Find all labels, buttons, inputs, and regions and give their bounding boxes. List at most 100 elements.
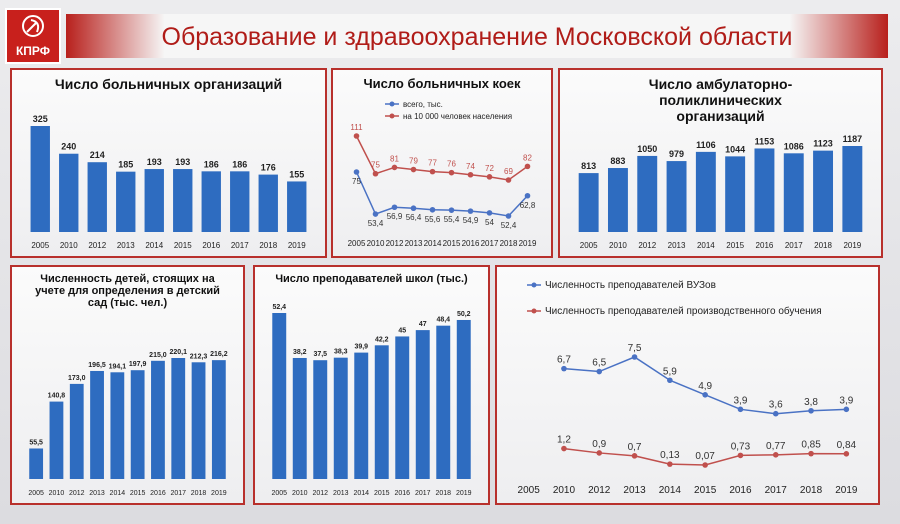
data-label: 47 — [419, 321, 427, 328]
data-label: 1106 — [696, 140, 716, 150]
data-label: 197,9 — [129, 361, 147, 368]
point — [631, 354, 638, 360]
data-label: 0,13 — [660, 450, 680, 461]
x-tick-label: 2016 — [756, 241, 774, 250]
data-label: 220,1 — [169, 349, 187, 356]
data-label: 0,77 — [766, 441, 786, 452]
bar — [211, 360, 226, 479]
bar — [578, 173, 599, 232]
point — [667, 377, 673, 384]
data-label: 54,9 — [463, 216, 479, 225]
x-tick-label: 2012 — [69, 490, 85, 497]
bar — [87, 162, 107, 232]
data-label: 79 — [409, 157, 418, 166]
point — [486, 174, 493, 180]
bar — [695, 151, 716, 232]
data-label: 215,0 — [149, 352, 167, 359]
x-tick-label: 2005 — [518, 485, 541, 496]
x-tick-label: 2017 — [170, 490, 186, 497]
legend-dot — [389, 113, 395, 119]
data-label: 45 — [398, 327, 406, 334]
point — [596, 368, 603, 375]
x-tick-label: 2005 — [271, 490, 287, 497]
bar — [230, 171, 250, 232]
data-label: 42,2 — [375, 336, 389, 343]
point — [467, 208, 474, 214]
x-tick-label: 2010 — [292, 490, 308, 497]
bar — [666, 161, 687, 232]
bar — [436, 325, 451, 479]
point — [372, 170, 379, 177]
data-label: 214 — [90, 150, 105, 160]
data-label: 883 — [610, 156, 625, 166]
bar — [754, 148, 775, 232]
x-tick-label: 2016 — [462, 239, 480, 248]
x-tick-label: 2013 — [668, 241, 686, 250]
x-tick-label: 2019 — [519, 239, 537, 248]
chart: 325 2005 240 2010 214 2012 185 2013 193 2014 193 20… — [30, 114, 307, 250]
data-label: 69 — [504, 167, 513, 176]
x-tick-label: 2010 — [553, 485, 576, 496]
data-label: 50,2 — [457, 311, 471, 318]
bar — [783, 153, 804, 232]
chart-panel: Численность преподавателей ВУЗов Численно… — [495, 265, 880, 505]
data-label: 6,7 — [557, 355, 571, 366]
bar — [333, 357, 348, 479]
bar — [116, 171, 136, 232]
data-label: 0,84 — [837, 440, 857, 451]
bar — [637, 155, 658, 232]
data-label: 52,4 — [501, 221, 517, 230]
bar — [813, 150, 834, 232]
x-tick-label: 2014 — [424, 239, 442, 248]
bar — [842, 146, 863, 232]
point — [524, 163, 531, 170]
data-label: 1153 — [755, 136, 775, 146]
chart: Численность преподавателей ВУЗов Численно… — [518, 280, 858, 496]
data-label: 3,6 — [769, 400, 783, 411]
bar — [30, 126, 50, 232]
data-label: 185 — [118, 160, 133, 170]
point — [429, 206, 436, 213]
legend-label: Численность преподавателей ВУЗов — [545, 280, 716, 291]
point — [772, 452, 779, 458]
x-tick-label: 2012 — [312, 490, 328, 497]
x-tick-label: 2013 — [623, 485, 646, 496]
logo: КПРФ — [5, 8, 61, 64]
data-label: 81 — [390, 154, 399, 163]
bar — [173, 169, 193, 232]
series-line — [355, 171, 529, 217]
x-tick-label: 2005 — [580, 241, 598, 250]
point — [391, 164, 398, 171]
data-label: 7,5 — [628, 343, 642, 354]
chart-panel: всего, тыс. на 10 000 человек населения 75… — [331, 68, 553, 258]
bar — [90, 370, 104, 479]
bar — [144, 169, 164, 232]
x-tick-label: 2016 — [150, 490, 166, 497]
point — [702, 391, 708, 398]
point — [561, 365, 567, 372]
x-tick-label: 2012 — [88, 241, 106, 250]
data-label: 75 — [371, 161, 380, 170]
point — [843, 406, 850, 413]
x-tick-label: 2019 — [211, 490, 227, 497]
point — [524, 192, 531, 199]
data-label: 56,4 — [406, 213, 422, 222]
point — [737, 406, 744, 413]
point — [808, 450, 814, 457]
data-label: 1187 — [843, 134, 863, 144]
data-label: 37,5 — [313, 351, 327, 358]
x-tick-label: 2014 — [145, 241, 163, 250]
bar — [49, 401, 64, 479]
page-title: Образование и здравоохранение Московской… — [161, 23, 793, 51]
data-label: 0,07 — [695, 451, 715, 462]
data-label: 54 — [485, 218, 494, 227]
data-label: 0,73 — [731, 441, 751, 452]
data-label: 1086 — [784, 141, 804, 151]
bar — [191, 362, 206, 479]
data-label: 0,9 — [592, 439, 606, 450]
point — [808, 407, 814, 414]
chart-title: Численность детей, стоящих на учете для … — [35, 273, 220, 309]
data-label: 186 — [232, 159, 247, 169]
chart: всего, тыс. на 10 000 человек населения 75… — [348, 100, 537, 248]
bar — [354, 352, 369, 479]
